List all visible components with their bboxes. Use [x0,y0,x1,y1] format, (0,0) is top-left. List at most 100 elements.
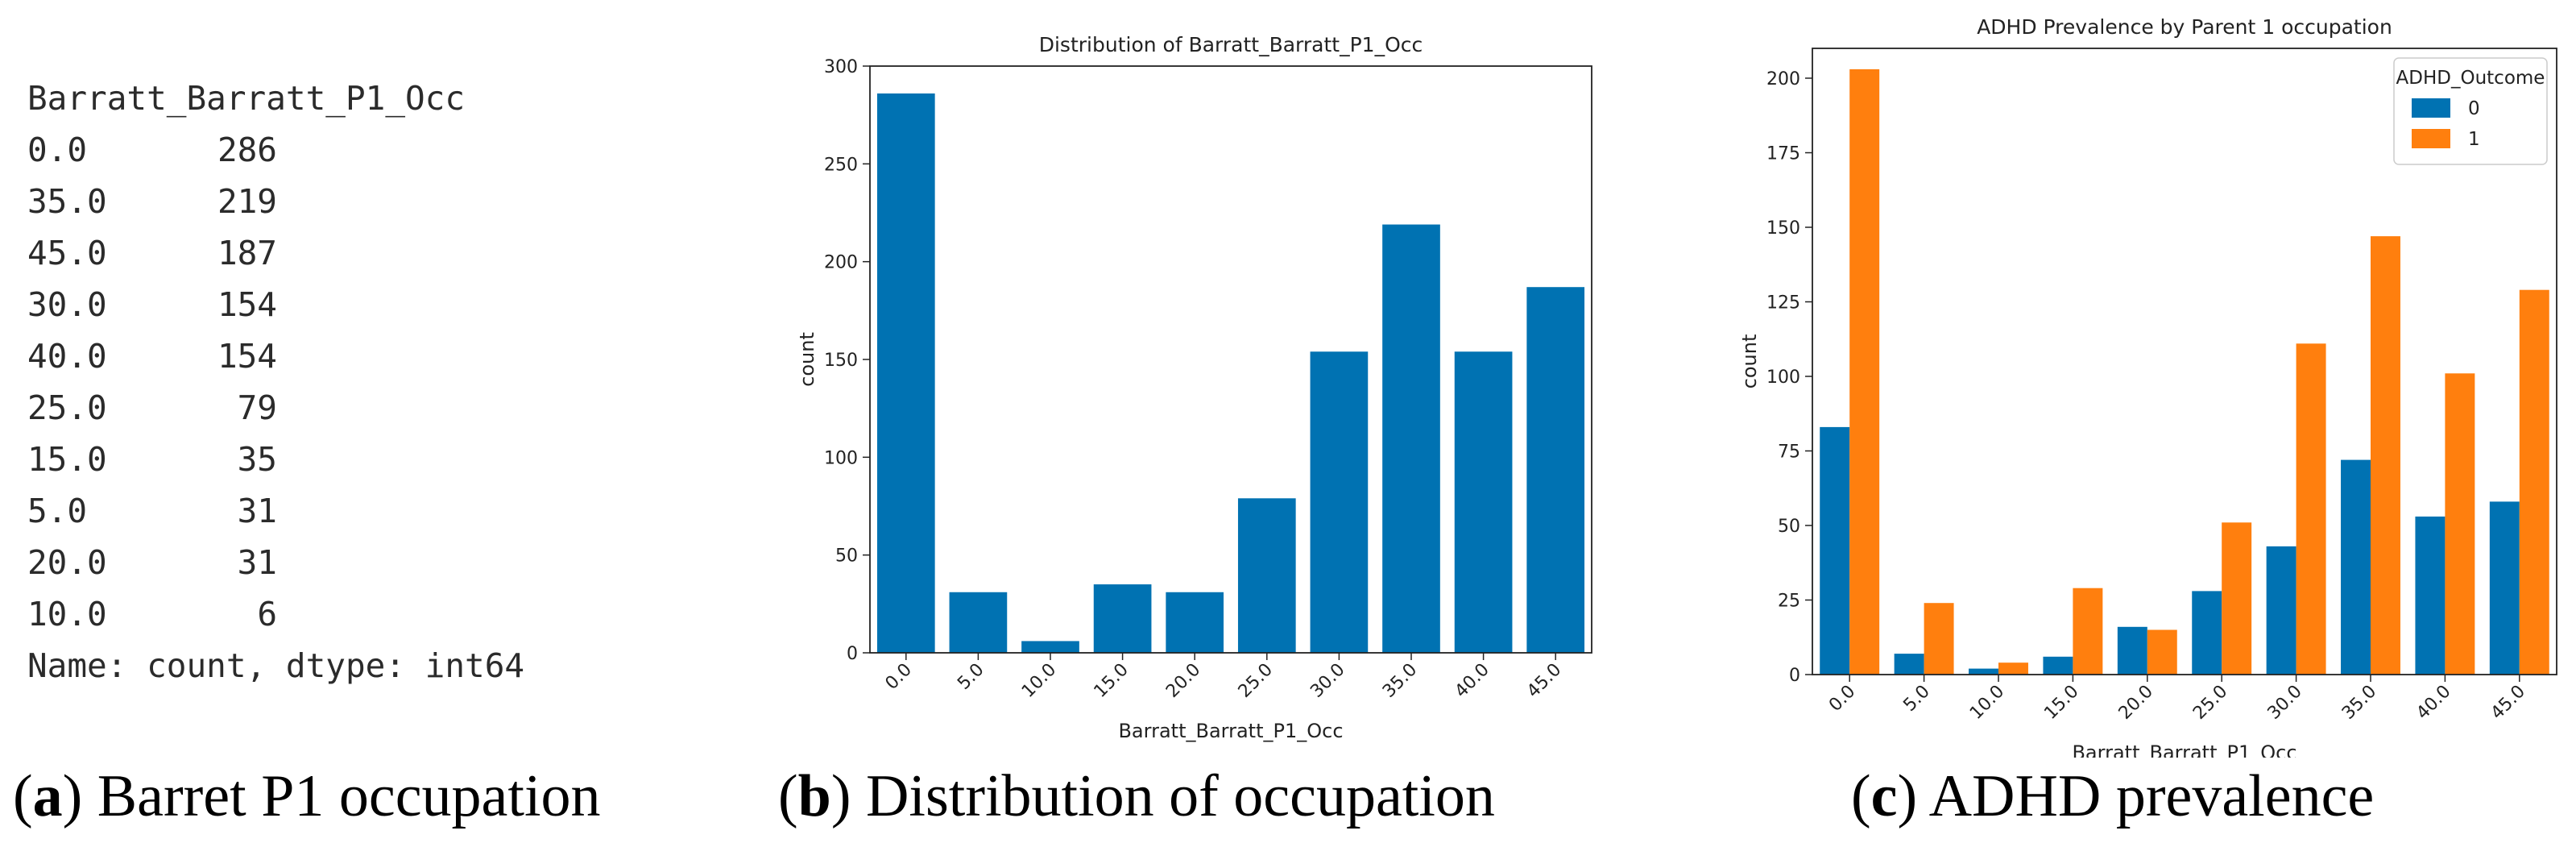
value-counts-index: 25.0 [27,388,107,427]
x-tick-label: 20.0 [1162,660,1204,702]
x-tick-label: 30.0 [1307,660,1348,702]
bar [1820,426,1850,675]
plot-frame [869,65,1592,654]
y-tick-label: 200 [824,253,858,273]
value-counts-index: 45.0 [27,234,107,272]
value-counts-row: 15.0 35 [27,434,524,485]
value-counts-index: 10.0 [27,595,107,633]
value-counts-count: 6 [257,595,277,633]
x-tick-label: 35.0 [2338,682,2380,724]
bar [949,592,1008,653]
y-tick-label: 50 [1778,517,1800,537]
value-counts-count: 154 [217,285,277,324]
legend-title: ADHD_Outcome [2396,68,2545,89]
bar [1237,498,1296,653]
value-counts-count: 35 [237,440,277,479]
legend-swatch [2412,129,2450,148]
x-tick-label: 0.0 [882,660,916,694]
bar [2489,501,2520,675]
y-tick-label: 0 [1789,666,1800,686]
bar [1093,584,1152,653]
bar [2415,516,2446,675]
value-counts-row: 40.0 154 [27,330,524,382]
value-counts-count: 31 [237,543,277,582]
x-tick-label: 40.0 [1452,660,1493,702]
panel-c-adhd-prevalence: ADHD Prevalence by Parent 1 occupation 0 2… [1724,0,2576,868]
chart-title: Distribution of Barratt_Barratt_P1_Occ [1039,33,1423,56]
x-tick-label: 10.0 [1018,660,1060,702]
y-axis-label: count [796,332,818,387]
distribution-chart: Distribution of Barratt_Barratt_P1_Occ 0 5… [796,33,1592,742]
bar [2117,626,2147,675]
value-counts-count: 286 [217,131,277,169]
x-tick-label: 15.0 [1091,660,1133,702]
value-counts-index: 35.0 [27,182,107,221]
value-counts-count: 187 [217,234,277,272]
caption-c: (c) ADHD prevalence [1851,763,2375,829]
bar [1894,654,1924,675]
value-counts-count: 31 [237,492,277,530]
bar [2341,459,2371,675]
bar [1849,69,1880,675]
y-tick-label: 250 [824,155,858,175]
x-tick-label: 5.0 [954,660,988,694]
bar [1969,668,1998,675]
value-counts-row: 30.0 154 [27,279,524,330]
value-counts-index: 15.0 [27,440,107,479]
y-tick-label: 100 [1766,368,1800,388]
bar [1924,603,1954,675]
value-counts-count: 154 [217,337,277,376]
plot-frame [1812,48,2557,675]
x-tick-label: 30.0 [2264,682,2306,724]
bar [2371,236,2400,675]
legend-swatch [2412,98,2450,118]
chart-title: ADHD Prevalence by Parent 1 occupation [1977,15,2392,39]
y-tick-label: 25 [1778,592,1800,612]
value-counts-row: 5.0 31 [27,485,524,537]
value-counts-index: 40.0 [27,337,107,376]
bar [876,93,935,654]
value-counts-index: 5.0 [27,492,88,530]
bar [2519,289,2549,675]
adhd-prevalence-chart: ADHD Prevalence by Parent 1 occupation 0 2… [1738,15,2557,764]
x-tick-label: 45.0 [1523,660,1565,702]
y-axis-label: count [1738,334,1761,389]
bar [2147,629,2177,675]
value-counts-row: 25.0 79 [27,382,524,434]
value-counts-header: Barratt_Barratt_P1_Occ [27,79,466,118]
bar [1998,662,2028,675]
bar [1526,287,1585,653]
bar [2222,522,2252,675]
value-counts-output: Barratt_Barratt_P1_Occ 0.0 286 35.0 219 45.0… [27,73,524,691]
x-tick-label: 20.0 [2115,682,2157,724]
y-tick-label: 300 [824,57,858,77]
bar [1310,351,1369,653]
caption-b: (b) Distribution of occupation [778,763,1495,829]
x-tick-label: 0.0 [1825,682,1859,716]
x-tick-label: 5.0 [1899,682,1933,716]
bar [2266,546,2296,675]
value-counts-row: 0.0 286 [27,124,524,176]
y-tick-label: 150 [1766,218,1800,239]
x-tick-label: 15.0 [2040,682,2082,724]
bar [2296,343,2326,675]
y-tick-label: 125 [1766,293,1800,314]
x-tick-label: 25.0 [1235,660,1277,702]
y-tick-label: 0 [847,644,858,664]
value-counts-count: 79 [237,388,277,427]
legend-label: 1 [2468,129,2480,150]
value-counts-row: 35.0 219 [27,176,524,227]
value-counts-index: 0.0 [27,131,88,169]
bar [2192,591,2222,675]
y-tick-label: 50 [835,546,858,567]
value-counts-row: 20.0 31 [27,537,524,588]
y-tick-label: 200 [1766,69,1800,89]
panel-a-value-counts: Barratt_Barratt_P1_Occ 0.0 286 35.0 219 45.0… [0,0,773,868]
y-tick-label: 175 [1766,144,1800,164]
bar [2043,656,2073,675]
y-tick-label: 150 [824,351,858,371]
x-tick-label: 10.0 [1966,682,2008,724]
bar [1454,351,1513,653]
value-counts-index: 30.0 [27,285,107,324]
panel-b-distribution: Distribution of Barratt_Barratt_P1_Occ 0 5… [773,0,1659,868]
